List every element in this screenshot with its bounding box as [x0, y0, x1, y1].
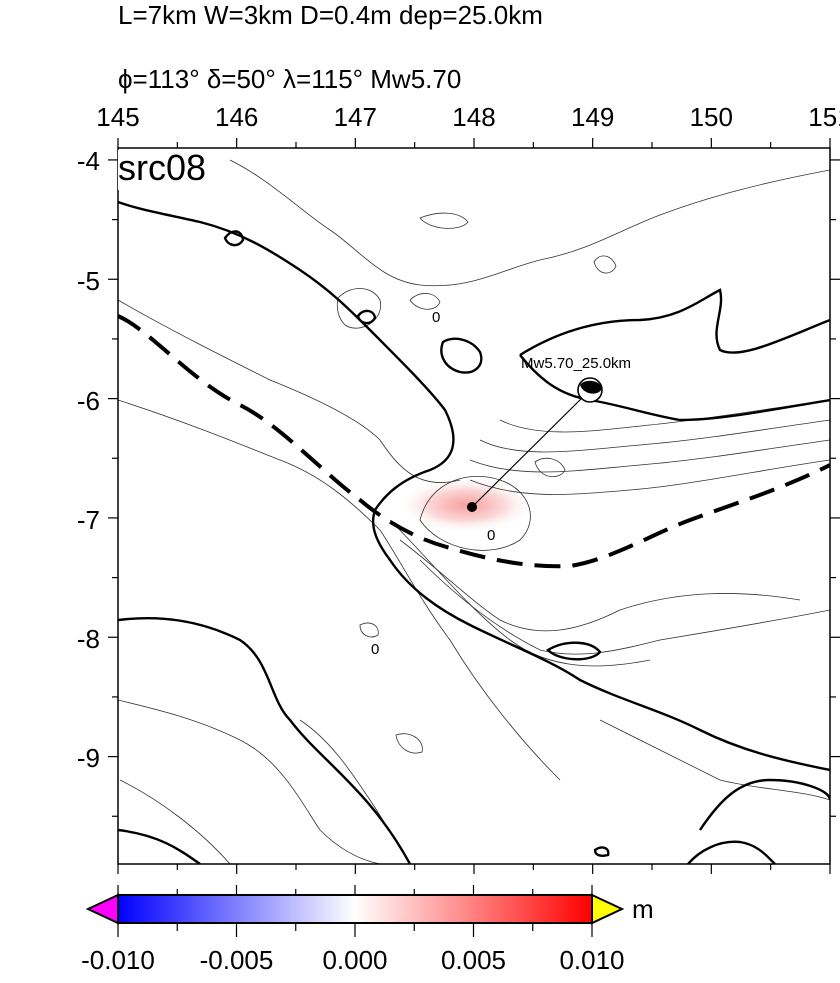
colorbar-unit: m — [632, 894, 654, 924]
contour-label-zero-south: 0 — [371, 641, 379, 658]
focal-mechanism-icon — [577, 377, 603, 403]
colorbar-tick-label: -0.005 — [200, 945, 274, 975]
colorbar-tick-label: 0.005 — [441, 945, 506, 975]
fault-center-marker — [467, 502, 477, 512]
thin-contours — [118, 159, 830, 864]
lat-tick-label: -9 — [77, 743, 100, 773]
colorbar-high-overflow — [591, 893, 625, 925]
lon-tick-label: 151 — [808, 102, 840, 132]
lat-tick-label: -4 — [77, 146, 100, 176]
axis-ticks — [108, 138, 840, 874]
lon-tick-label: 148 — [452, 102, 495, 132]
colorbar-tick-label: 0.000 — [322, 945, 387, 975]
panel-label: src08 — [118, 147, 206, 188]
map-content: Mw5.70_25.0km 0 0 0 — [118, 159, 830, 864]
lon-tick-label: 147 — [334, 102, 377, 132]
colorbar-gradient — [117, 894, 593, 924]
colorbar-low-overflow — [85, 893, 119, 925]
lat-tick-label: -6 — [77, 386, 100, 416]
title-line-1: L=7km W=3km D=0.4m dep=25.0km — [118, 0, 543, 30]
lat-tick-label: -7 — [77, 505, 100, 535]
coastline-contours — [118, 200, 830, 864]
trench-line — [118, 314, 830, 569]
map-panel: Mw5.70_25.0km 0 0 0 src08 — [117, 147, 831, 865]
colorbar-tick-label: -0.010 — [81, 945, 155, 975]
colorbar: m -0.010 -0.005 0.000 0.005 0.010 — [81, 885, 654, 975]
source-label: Mw5.70_25.0km — [521, 355, 631, 372]
lat-tick-label: -5 — [77, 266, 100, 296]
lat-tick-label: -8 — [77, 624, 100, 654]
lon-tick-label: 149 — [571, 102, 614, 132]
deformation-field — [398, 477, 534, 533]
title-line-2: ϕ=113° δ=50° λ=115° Mw5.70 — [118, 64, 462, 94]
contour-label-zero: 0 — [487, 527, 495, 544]
contour-label-zero-north: 0 — [432, 309, 440, 326]
lon-tick-label: 150 — [690, 102, 733, 132]
lon-tick-label: 145 — [96, 102, 139, 132]
panel-label-bg — [118, 150, 226, 190]
lon-tick-label: 146 — [215, 102, 258, 132]
colorbar-ticks — [117, 885, 593, 937]
lon-axis: 145 146 147 148 149 150 151 — [96, 102, 840, 132]
lat-axis: -4 -5 -6 -7 -8 -9 — [77, 146, 100, 773]
colorbar-tick-label: 0.010 — [559, 945, 624, 975]
projection-line — [471, 389, 591, 508]
